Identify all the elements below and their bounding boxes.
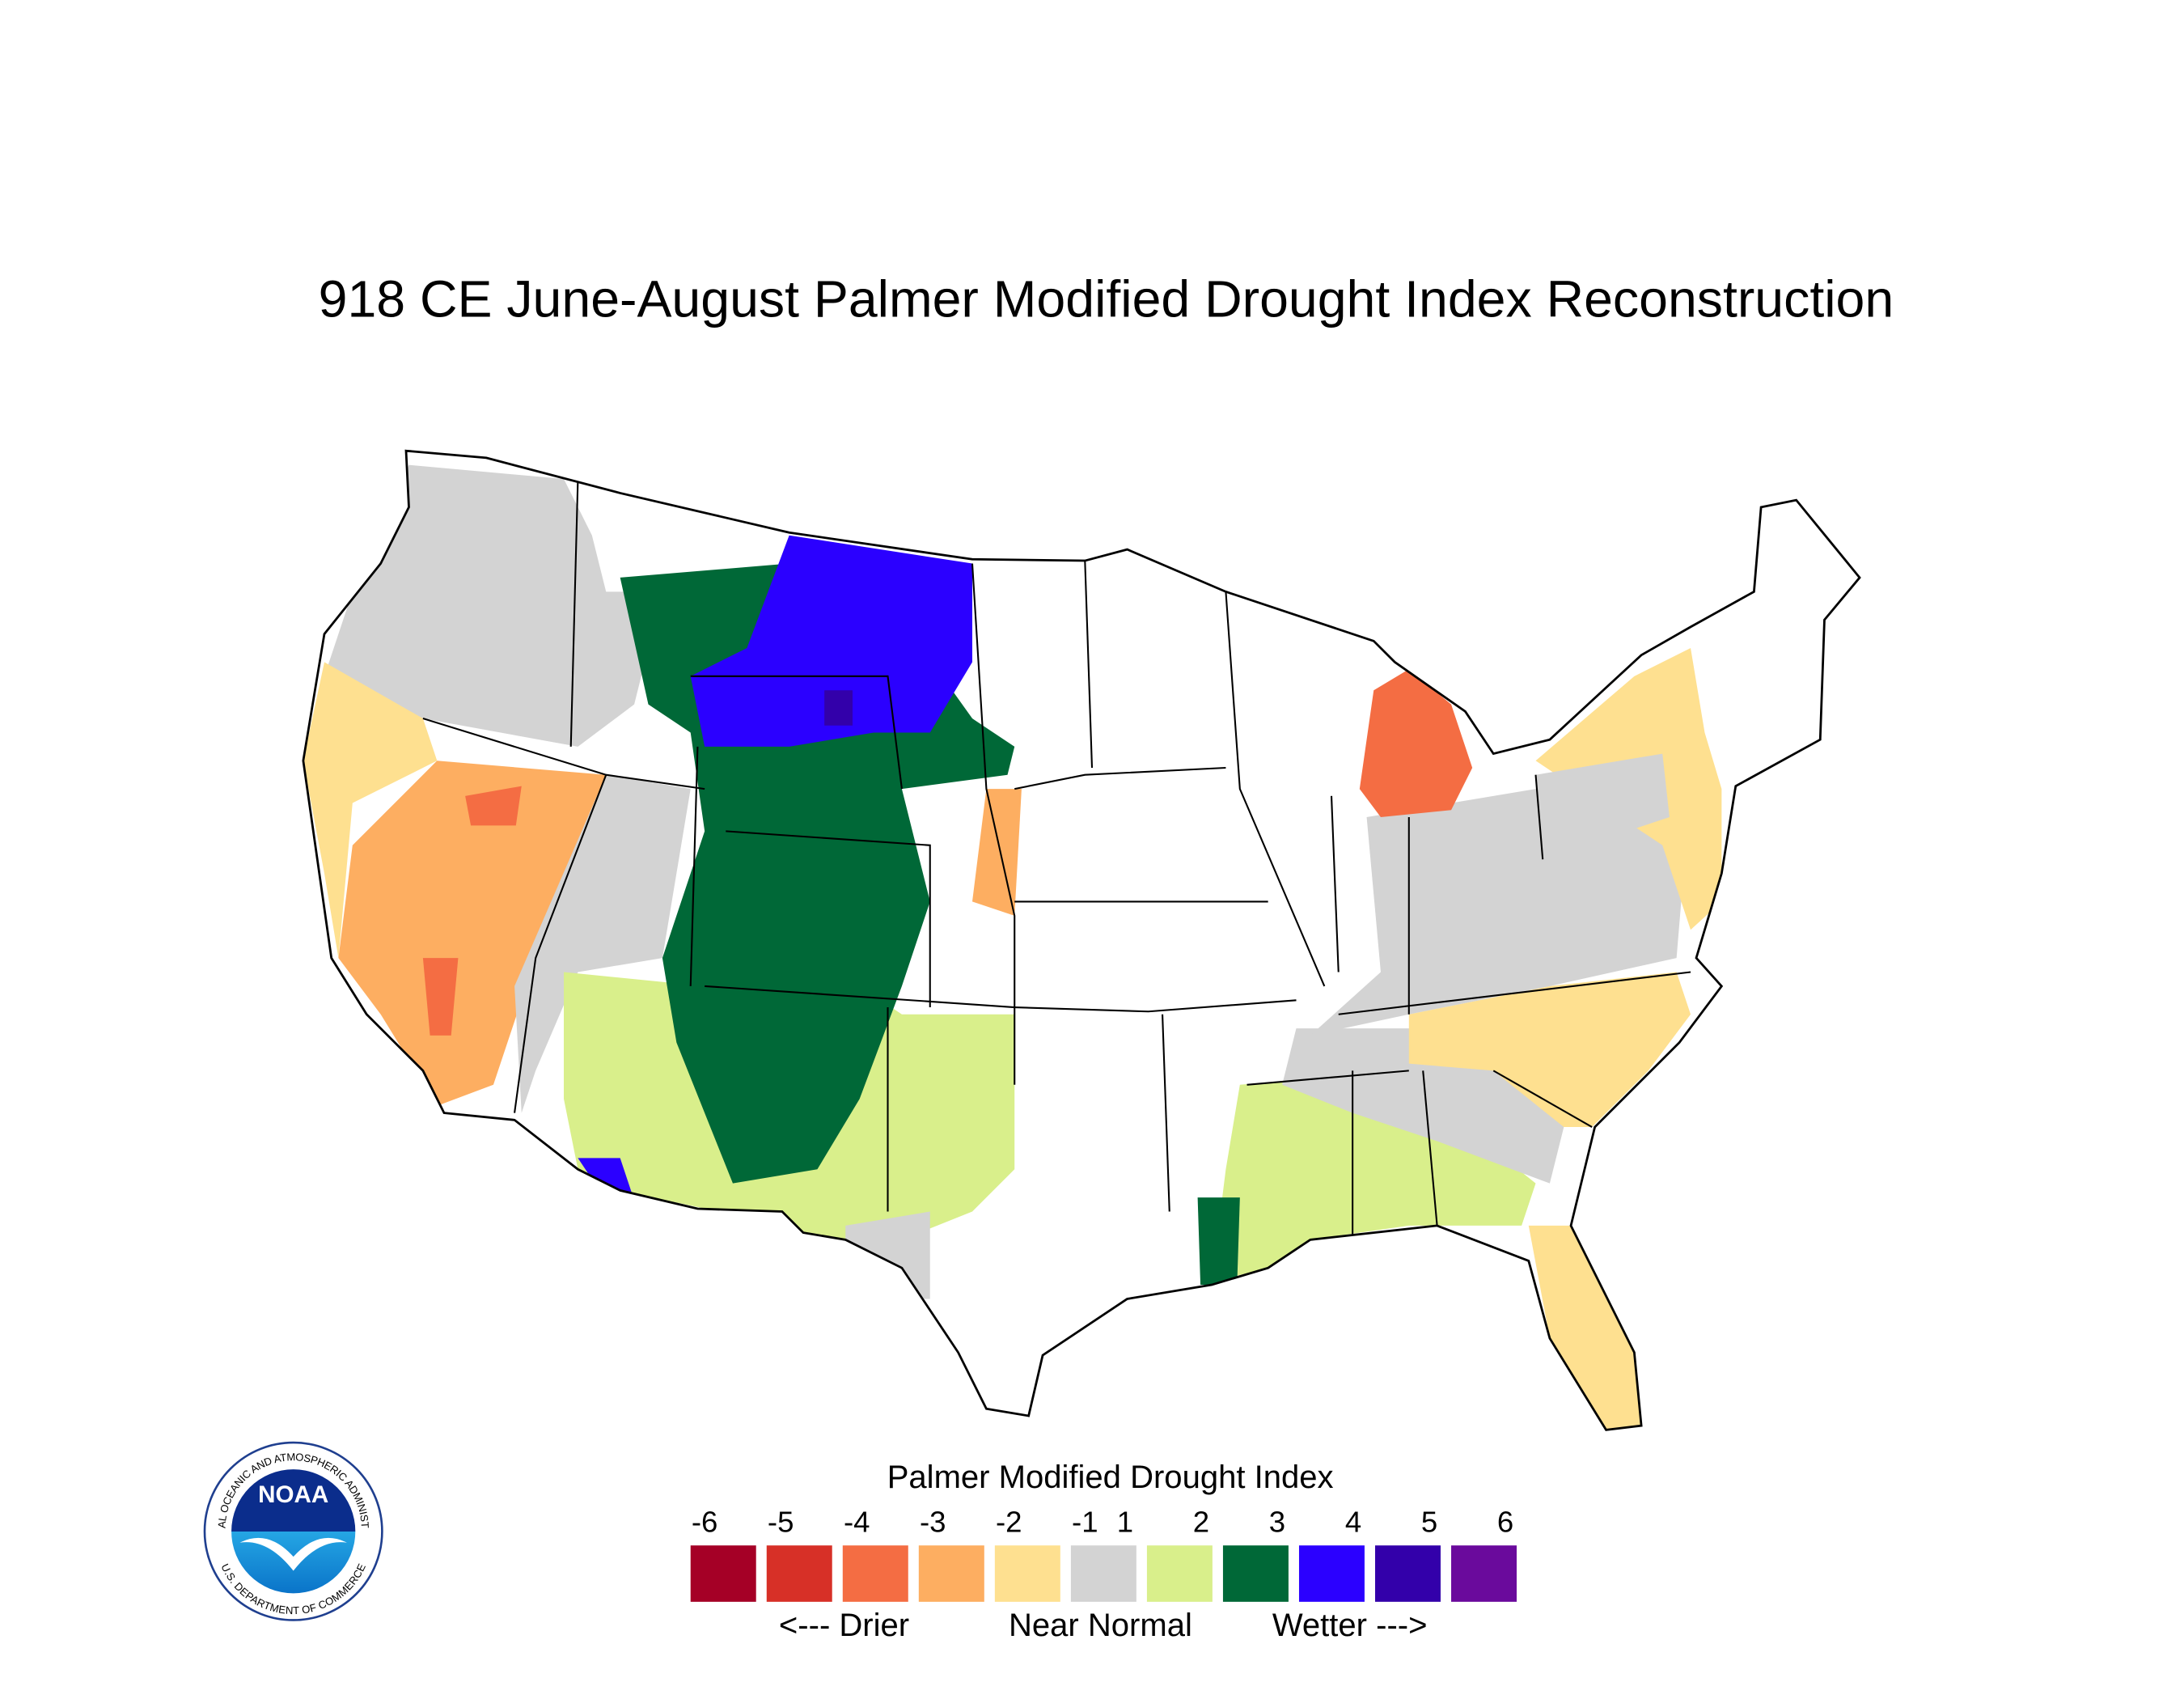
state-border	[1338, 971, 1691, 1015]
state-border	[726, 830, 931, 1008]
region	[324, 464, 662, 747]
regions	[303, 464, 1722, 1430]
region	[514, 774, 691, 1113]
legend-tick-label: -2	[996, 1506, 1022, 1539]
state-border	[1330, 795, 1340, 972]
logo-gull	[239, 1537, 347, 1571]
chart-title: 918 CE June-August Palmer Modified Droug…	[319, 269, 1894, 328]
state-border	[1014, 766, 1226, 790]
legend-tick-label: -4	[844, 1506, 870, 1539]
region	[422, 958, 459, 1036]
region	[1359, 669, 1473, 817]
region	[1528, 1225, 1642, 1430]
legend-note: Near Normal	[1009, 1608, 1192, 1643]
legend-tick-label: -6	[692, 1506, 717, 1539]
legend-tick-label: 2	[1193, 1506, 1209, 1539]
map	[302, 449, 1861, 1431]
legend-swatch	[1222, 1545, 1289, 1602]
legend-swatch	[1146, 1545, 1213, 1602]
legend: Palmer Modified Drought Index -6 -5 -4 -3 -2…	[690, 1460, 1517, 1643]
state-border	[689, 746, 699, 986]
state-border	[1084, 560, 1094, 769]
legend-tick-label: 3	[1269, 1506, 1285, 1539]
state-border	[705, 985, 1015, 1009]
state-border	[569, 479, 579, 747]
state-border	[1246, 1070, 1409, 1086]
region	[845, 1211, 930, 1299]
legend-swatch	[918, 1545, 984, 1602]
state-border	[1162, 1014, 1170, 1212]
legend-swatch	[1298, 1545, 1365, 1602]
legend-tick-label: -3	[920, 1506, 946, 1539]
legend-note: <--- Drier	[779, 1608, 909, 1643]
state-border	[690, 675, 903, 790]
legend-tick-label: 5	[1421, 1506, 1437, 1539]
region	[338, 761, 620, 1106]
region	[971, 789, 1022, 916]
region	[1535, 753, 1670, 860]
legend-swatch	[766, 1545, 832, 1602]
state-border	[1534, 774, 1544, 860]
legend-tick-label: 4	[1345, 1506, 1361, 1539]
legend-swatch	[1070, 1545, 1136, 1602]
state-border	[1014, 999, 1297, 1013]
legend-swatch	[1375, 1545, 1441, 1602]
logo-name: NOAA	[258, 1481, 328, 1508]
legend-tick-label: 1	[1117, 1506, 1133, 1539]
region	[303, 662, 438, 959]
state-border	[1422, 1070, 1438, 1227]
region	[824, 690, 853, 726]
state-border	[971, 563, 1016, 1085]
legend-note: Wetter --->	[1272, 1608, 1428, 1643]
legend-tick-label: 6	[1497, 1506, 1513, 1539]
legend-swatch	[1451, 1545, 1517, 1602]
state-border	[1492, 1070, 1593, 1128]
legend-swatch	[994, 1545, 1060, 1602]
legend-title: Palmer Modified Drought Index	[887, 1460, 1334, 1495]
legend-tick-label: -1	[1072, 1506, 1098, 1539]
region	[690, 535, 972, 747]
state-border	[514, 774, 607, 1113]
region	[465, 786, 522, 826]
legend-tick-label: -5	[768, 1506, 794, 1539]
region	[1197, 1197, 1240, 1286]
state-border	[1225, 591, 1326, 987]
region	[1408, 972, 1691, 1128]
us-outline	[302, 449, 1861, 1431]
logo-disc	[231, 1469, 356, 1594]
legend-swatch	[690, 1545, 756, 1602]
legend-swatch	[842, 1545, 908, 1602]
